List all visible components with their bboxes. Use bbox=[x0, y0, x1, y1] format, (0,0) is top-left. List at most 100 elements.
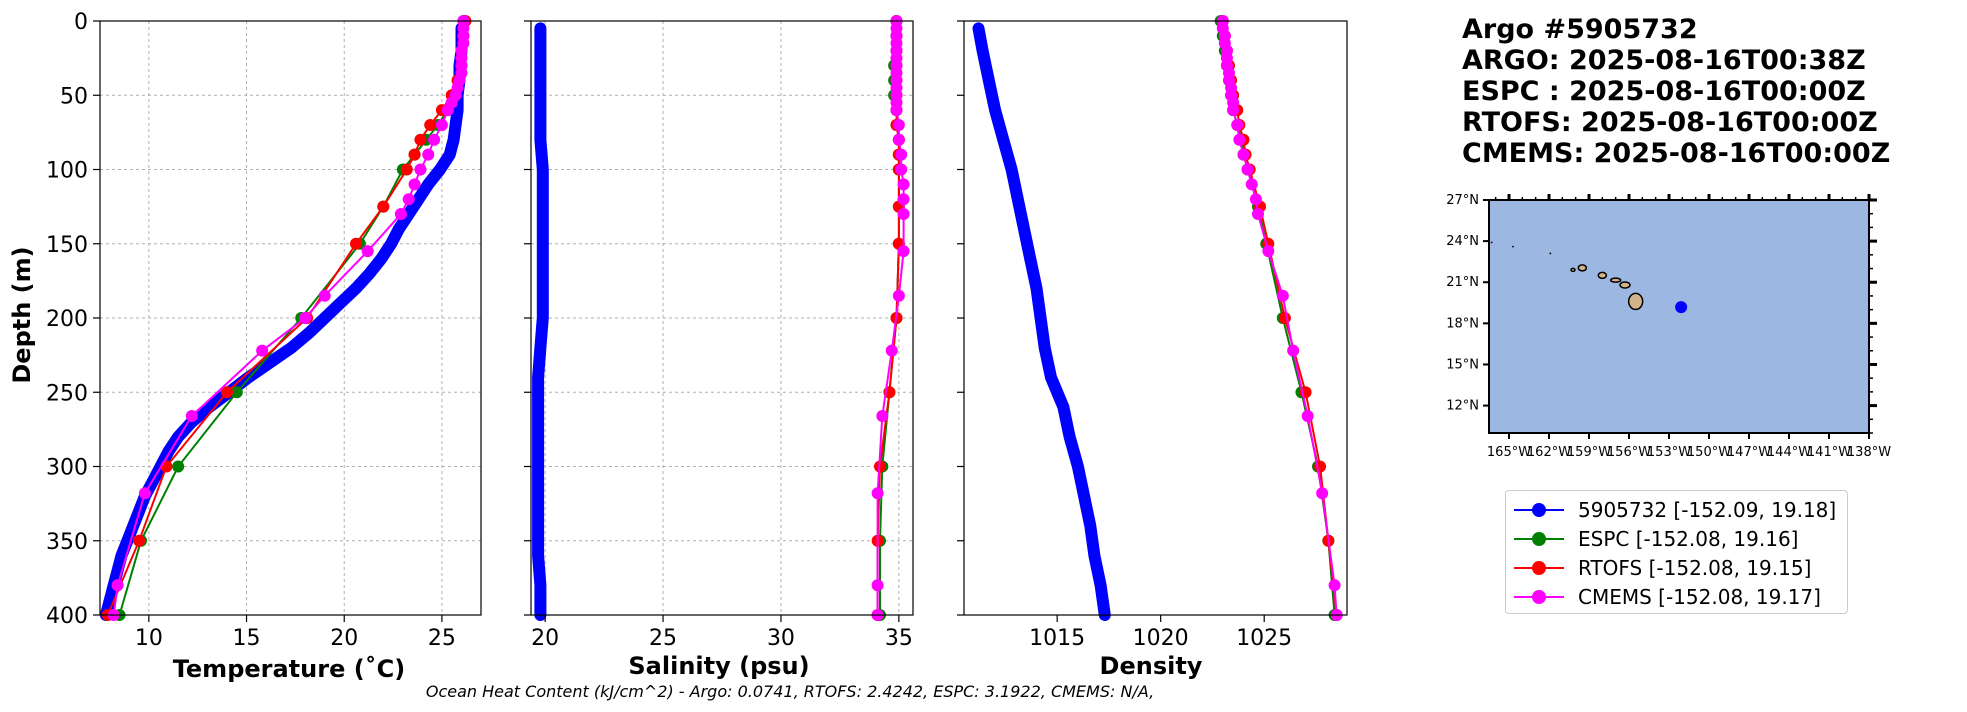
map-frame bbox=[1488, 199, 1870, 434]
series-point-rtofs bbox=[1278, 312, 1291, 324]
density-panel: 1015 1020 1025 bbox=[957, 15, 1348, 651]
series-point-cmems bbox=[1262, 245, 1275, 258]
series-point-rtofs bbox=[414, 133, 427, 146]
x-tick-label: 20 bbox=[330, 626, 358, 651]
y-tick-label: 100 bbox=[46, 159, 88, 184]
series-point-cmems bbox=[1237, 148, 1250, 161]
salinity-axis-label: Salinity (psu) bbox=[628, 652, 809, 680]
series-line-espc bbox=[118, 21, 465, 616]
legend-item-cmems: CMEMS [-152.08, 19.17] bbox=[1514, 582, 1839, 611]
legend-item-argo: 5905732 [-152.09, 19.18] bbox=[1514, 495, 1839, 524]
island-maui bbox=[1619, 281, 1631, 289]
island-oahu bbox=[1597, 271, 1608, 280]
series-point-cmems bbox=[890, 104, 903, 117]
map-lat-label: 15°N bbox=[1446, 357, 1479, 372]
small-island bbox=[1549, 252, 1552, 255]
x-tick-label: 35 bbox=[885, 626, 913, 651]
map-lat-label: 12°N bbox=[1446, 399, 1479, 414]
island-kauai bbox=[1577, 264, 1588, 272]
x-tick-label: 1020 bbox=[1133, 626, 1189, 651]
series-point-rtofs bbox=[221, 386, 233, 399]
ocean-heat-content-footer: Ocean Heat Content (kJ/cm^2) - Argo: 0.0… bbox=[425, 682, 1155, 701]
title-block: Argo #5905732 ARGO: 2025-08-16T00:38Z ES… bbox=[1462, 14, 1890, 169]
legend: 5905732 [-152.09, 19.18] ESPC [-152.08, … bbox=[1505, 490, 1848, 614]
map-lon-label: 159°W bbox=[1567, 445, 1611, 460]
series-point-cmems bbox=[1251, 208, 1264, 221]
series-point-cmems bbox=[1249, 193, 1262, 206]
series-point-cmems bbox=[111, 579, 124, 592]
map-lon-label: 138°W bbox=[1847, 445, 1891, 460]
x-tick-label: 15 bbox=[233, 626, 261, 651]
series-point-cmems bbox=[394, 208, 407, 221]
title-cmems-time: CMEMS: 2025-08-16T00:00Z bbox=[1462, 138, 1891, 169]
x-tick-label: 1025 bbox=[1236, 626, 1292, 651]
legend-marker-espc bbox=[1514, 529, 1564, 549]
series-point-cmems bbox=[402, 193, 415, 206]
series-point-cmems bbox=[428, 133, 441, 146]
series-point-cmems bbox=[892, 133, 905, 146]
ocean-background bbox=[1489, 200, 1869, 433]
series-point-cmems bbox=[1245, 178, 1258, 191]
series-point-cmems bbox=[897, 208, 910, 221]
series-point-cmems bbox=[1316, 487, 1329, 500]
legend-label-espc: ESPC [-152.08, 19.16] bbox=[1578, 526, 1799, 551]
island-niihau bbox=[1570, 267, 1576, 273]
series-point-rtofs bbox=[349, 237, 362, 250]
series-point-cmems bbox=[138, 487, 151, 500]
series-line-argo bbox=[99, 22, 468, 621]
y-tick-label: 350 bbox=[46, 530, 88, 555]
legend-marker-cmems bbox=[1514, 587, 1564, 607]
map-lon-label: 144°W bbox=[1767, 445, 1811, 460]
axes-frame bbox=[99, 20, 482, 616]
map-lon-label: 156°W bbox=[1607, 445, 1651, 460]
map-lon-label: 162°W bbox=[1527, 445, 1571, 460]
series-point-cmems bbox=[876, 410, 889, 423]
y-tick-label: 0 bbox=[74, 10, 88, 35]
x-tick-label: 20 bbox=[531, 626, 559, 651]
series-point-cmems bbox=[897, 245, 910, 258]
series-point-cmems bbox=[1233, 133, 1246, 146]
density-axis-label: Density bbox=[1100, 652, 1203, 680]
series-point-cmems bbox=[414, 163, 427, 176]
series-point-cmems bbox=[885, 344, 898, 357]
series-point-cmems bbox=[895, 148, 908, 161]
legend-label-cmems: CMEMS [-152.08, 19.17] bbox=[1578, 584, 1821, 609]
series-point-espc bbox=[172, 460, 185, 473]
title-argo-time: ARGO: 2025-08-16T00:38Z bbox=[1462, 45, 1866, 76]
x-tick-label: 25 bbox=[428, 626, 456, 651]
x-tick-label: 25 bbox=[649, 626, 677, 651]
y-tick-label: 200 bbox=[46, 307, 88, 332]
x-tick-label: 30 bbox=[767, 626, 795, 651]
series-point-cmems bbox=[299, 312, 312, 324]
y-tick-label: 250 bbox=[46, 381, 88, 406]
series-point-cmems bbox=[897, 193, 910, 206]
map-lat-label: 21°N bbox=[1446, 275, 1479, 290]
series-point-cmems bbox=[441, 104, 454, 117]
map-lon-label: 150°W bbox=[1687, 445, 1731, 460]
series-point-cmems bbox=[1231, 118, 1244, 131]
legend-marker-argo bbox=[1514, 500, 1564, 520]
y-tick-label: 150 bbox=[46, 233, 88, 258]
depth-axis-label: Depth (m) bbox=[8, 246, 36, 383]
map-lon-label: 153°W bbox=[1647, 445, 1691, 460]
small-island bbox=[1512, 245, 1514, 248]
title-rtofs-time: RTOFS: 2025-08-16T00:00Z bbox=[1462, 107, 1878, 138]
map-lat-label: 27°N bbox=[1446, 193, 1479, 208]
island-hawaii bbox=[1627, 292, 1644, 311]
series-point-rtofs bbox=[133, 534, 146, 547]
x-tick-label: 1015 bbox=[1029, 626, 1085, 651]
series-point-cmems bbox=[871, 579, 884, 592]
series-point-cmems bbox=[185, 410, 198, 423]
argo-float-marker bbox=[1675, 301, 1688, 314]
map-lon-label: 165°W bbox=[1487, 445, 1531, 460]
series-point-cmems bbox=[1328, 579, 1341, 592]
series-point-cmems bbox=[318, 289, 331, 302]
temperature-axis-label: Temperature (˚C) bbox=[173, 655, 406, 683]
title-espc-time: ESPC : 2025-08-16T00:00Z bbox=[1462, 76, 1866, 107]
series-point-cmems bbox=[408, 178, 421, 191]
legend-item-rtofs: RTOFS [-152.08, 19.15] bbox=[1514, 553, 1839, 582]
series-point-cmems bbox=[435, 118, 448, 131]
series-point-cmems bbox=[892, 289, 905, 302]
series-point-cmems bbox=[1301, 410, 1314, 423]
